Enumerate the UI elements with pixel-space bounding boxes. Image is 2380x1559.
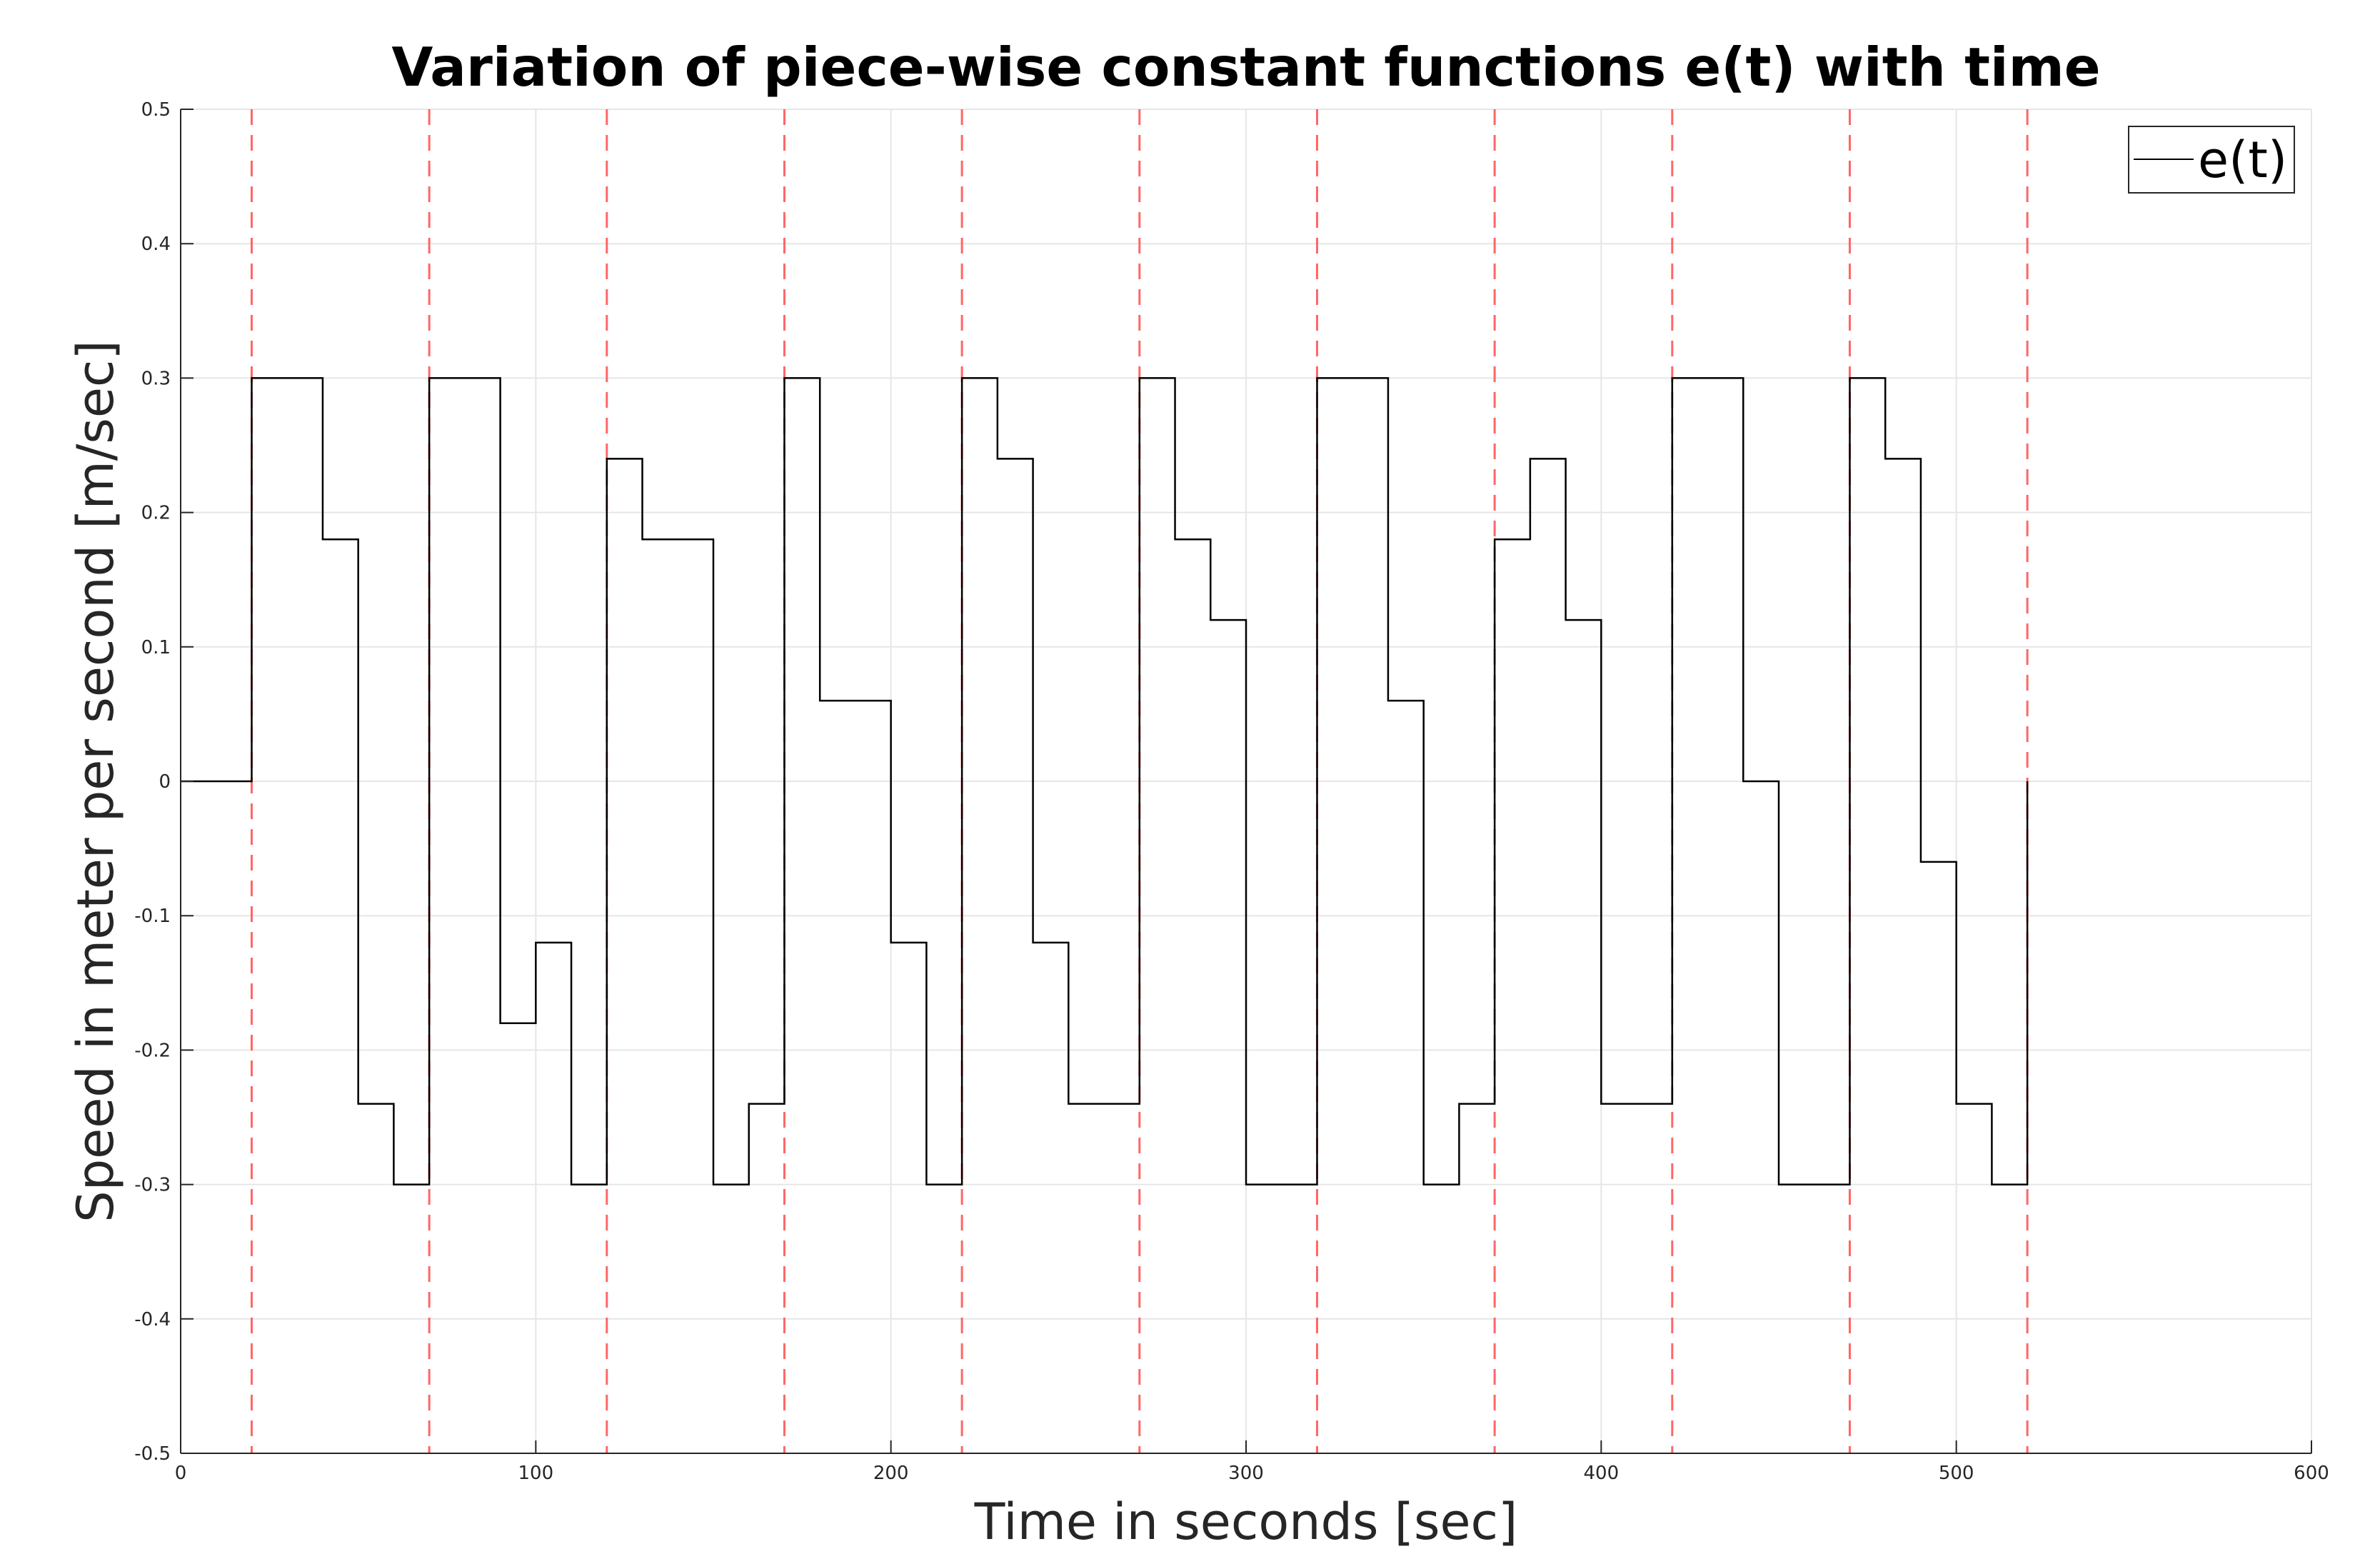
x-tick-label: 400 [1584, 1463, 1620, 1484]
x-tick-label: 200 [873, 1463, 909, 1484]
y-tick-label: 0.5 [141, 99, 171, 121]
x-axis-label: Time in seconds [sec] [974, 1493, 1518, 1551]
y-tick-label: -0.2 [134, 1040, 171, 1061]
legend: e(t) [2128, 126, 2295, 194]
x-tick-label: 100 [518, 1463, 554, 1484]
y-tick-label: 0 [159, 771, 171, 793]
y-tick-label: -0.3 [134, 1175, 171, 1196]
x-tick-label: 300 [1228, 1463, 1264, 1484]
y-axis-label: Speed in meter per second [m/sec] [66, 340, 125, 1222]
x-tick-label: 600 [2294, 1463, 2329, 1484]
y-tick-label: 0.1 [141, 637, 171, 658]
y-tick-label: 0.2 [141, 503, 171, 524]
y-tick-label: 0.3 [141, 368, 171, 389]
y-tick-label: -0.5 [134, 1443, 171, 1465]
x-tick-label: 0 [175, 1463, 187, 1484]
ticks: 0 100 200 300 400 500 600 -0.5 -0.4 -0.3 -0.2 -0.1 0… [134, 99, 2329, 1484]
x-tick-label: 500 [1939, 1463, 1974, 1484]
series-group [181, 377, 2029, 1185]
y-tick-label: -0.1 [134, 906, 171, 927]
chart-title: Variation of piece-wise constant functio… [391, 36, 2100, 99]
legend-label-e-t: e(t) [2198, 131, 2287, 189]
y-tick-label: -0.4 [134, 1309, 171, 1330]
series-line-e-t [181, 377, 2029, 1185]
y-tick-label: 0.4 [141, 234, 171, 255]
